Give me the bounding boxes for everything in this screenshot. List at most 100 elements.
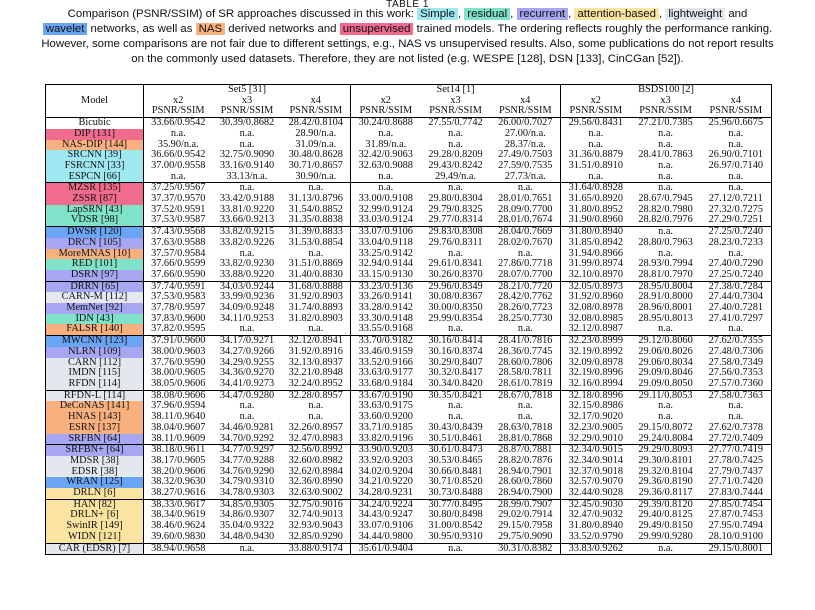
score-cell: 30.43/0.8439	[428, 422, 483, 433]
caption-and: and	[728, 8, 748, 20]
score-cell: 33.68/0.9184	[350, 378, 421, 391]
scale-header: x3	[450, 95, 461, 106]
score-cell: 33.63/0.9175	[350, 401, 421, 413]
score-cell: 33.88/0.9220	[219, 269, 275, 280]
score-cell: 33.82/0.9196	[350, 433, 421, 445]
score-cell: n.a.	[728, 412, 744, 423]
score-cell: n.a.	[448, 412, 463, 423]
score-cell: 30.34/0.8420	[428, 378, 483, 389]
score-cell: n.a.	[630, 226, 701, 238]
score-cell: 26.90/0.7101	[708, 150, 763, 161]
score-cell: 29.80/0.8304	[428, 194, 483, 205]
score-cell: n.a.	[308, 324, 324, 335]
score-cell: 37.37/0.9570	[143, 194, 213, 205]
metric-header: PSNR/SSIM	[281, 106, 351, 119]
score-cell: 27.83/0.7444	[708, 488, 763, 499]
score-cell: 37.78/0.9597	[143, 303, 213, 314]
score-cell: 30.35/0.8421	[420, 389, 491, 402]
header-row-datasets: Model Set5 [31] Set14 [1] BSDS100 [2]	[45, 83, 772, 119]
score-cell: 34.36/0.9270	[219, 368, 275, 379]
score-cell: 28.36/0.7745	[498, 346, 553, 357]
tag-unsupervised: unsupervised	[339, 23, 414, 35]
score-cell: n.a.	[350, 182, 421, 195]
score-cell: n.a.	[448, 324, 463, 335]
scale-header: x2	[143, 95, 213, 107]
table-row: DIP [131] n.a. n.a. 28.90/n.a. n.a. n.a. 27.00…	[45, 128, 772, 140]
score-cell: n.a.	[517, 248, 533, 259]
score-cell: 34.85/0.9305	[212, 498, 282, 511]
model-name-cell: MZSR [135]	[45, 182, 144, 195]
model-name-cell: FSRCNN [33]	[45, 160, 144, 172]
score-cell: 34.11/0.9253	[220, 313, 274, 324]
score-cell: n.a.	[239, 248, 255, 259]
caption-line-2: wavelet networks, as well as NAS derived…	[40, 22, 775, 37]
score-cell: 28.80/0.7963	[638, 237, 693, 248]
model-name-cell: DRCN [105]	[45, 237, 144, 249]
score-cell: 33.07/0.9106	[350, 521, 421, 532]
score-cell: n.a.	[308, 412, 324, 423]
score-cell: 28.94/0.7901	[498, 466, 553, 477]
score-cell: 33.70/0.9182	[350, 335, 421, 347]
table-row: DRRN [65] 37.74/0.9591 34.03/0.9244 31.68/0…	[45, 280, 772, 293]
score-cell: 28.67/0.7818	[490, 389, 561, 402]
score-cell: 27.29/0.7251	[708, 215, 763, 226]
model-name-cell: HAN [82]	[45, 498, 144, 511]
score-cell: 30.08/0.8367	[428, 292, 483, 303]
table-row: NAS-DIP [144] 35.90/n.a. n.a. 31.09/n.a. 31.…	[45, 139, 772, 151]
score-cell: 28.37/n.a.	[504, 139, 546, 150]
score-cell: 34.44/0.9800	[350, 531, 421, 544]
score-cell: 33.30/0.9148	[350, 313, 421, 325]
score-cell: 27.59/0.7535	[498, 160, 553, 171]
score-cell: 28.26/0.7723	[498, 303, 553, 314]
score-cell: 32.44/0.9028	[560, 488, 631, 500]
model-name-cell: DRLN+ [6]	[45, 510, 144, 522]
score-cell: 32.94/0.9144	[350, 259, 421, 270]
score-cell: 30.66/0.8481	[428, 466, 483, 477]
caption-line-1: Comparison (PSNR/SSIM) of SR approaches …	[40, 7, 775, 22]
score-cell: 29.06/0.8026	[638, 346, 693, 357]
score-cell: 37.53/0.9587	[143, 215, 213, 227]
score-cell: 28.82/0.7976	[638, 215, 693, 226]
score-cell: 28.94/0.7900	[498, 488, 553, 499]
model-name-cell: IDN [43]	[45, 313, 144, 325]
score-cell: 29.49/n.a.	[435, 171, 476, 182]
score-cell: n.a.	[420, 182, 491, 195]
model-name-cell: MemNet [92]	[45, 303, 144, 314]
score-cell: n.a.	[728, 401, 744, 412]
score-cell: 27.57/0.7360	[708, 378, 763, 389]
score-cell: n.a.	[517, 324, 533, 335]
tag-lightweight: lightweight	[665, 8, 726, 20]
table-row: MoreMNAS [10] 37.57/0.9584 n.a. n.a. 33.25/0…	[45, 248, 772, 260]
score-cell: 32.08/0.8985	[560, 313, 631, 325]
score-cell: 33.23/0.9136	[350, 280, 421, 293]
score-cell: 27.55/0.7742	[428, 117, 483, 129]
score-cell: 33.26/0.9141	[350, 292, 421, 304]
score-cell: 31.99/0.8974	[560, 259, 631, 270]
score-cell: 29.15/0.8001	[700, 542, 772, 555]
score-cell: 34.21/0.9220	[350, 477, 421, 489]
score-cell: n.a.	[143, 171, 213, 183]
score-cell: 30.71/0.8657	[288, 160, 343, 171]
score-cell: 31.74/0.8893	[288, 303, 343, 314]
model-name-cell: MDSR [38]	[45, 455, 144, 467]
table-row: MZSR [135] 37.25/0.9567 n.a. n.a. n.a. n.a. n.…	[45, 182, 772, 195]
score-cell: 32.60/0.8982	[288, 455, 343, 466]
score-cell: 34.02/0.9204	[350, 466, 421, 478]
score-cell: 29.99/0.8354	[428, 313, 483, 324]
score-cell: 33.88/0.9174	[281, 542, 351, 555]
table-row: HNAS [143] 38.11/0.9640 n.a. n.a. 33.60/0.92…	[45, 412, 772, 423]
metric-header: PSNR/SSIM	[560, 106, 631, 119]
score-cell: 29.28/0.8209	[428, 150, 483, 161]
score-cell: 27.62/0.7355	[700, 335, 772, 347]
score-cell: 37.53/0.9583	[143, 292, 213, 304]
model-header: Model	[45, 83, 144, 119]
score-cell: 30.95/0.9310	[428, 531, 483, 542]
score-cell: 28.82/0.7980	[638, 204, 693, 215]
score-cell: 27.56/0.7353	[708, 368, 763, 379]
score-cell: 31.13/0.8796	[288, 194, 343, 205]
model-name-cell: WRAN [125]	[45, 477, 144, 489]
model-name-cell: MoreMNAS [10]	[45, 248, 144, 260]
score-cell: 34.41/0.9273	[219, 378, 275, 389]
score-cell: 38.04/0.9607	[143, 422, 213, 434]
score-cell: 27.62/0.7378	[708, 422, 763, 433]
